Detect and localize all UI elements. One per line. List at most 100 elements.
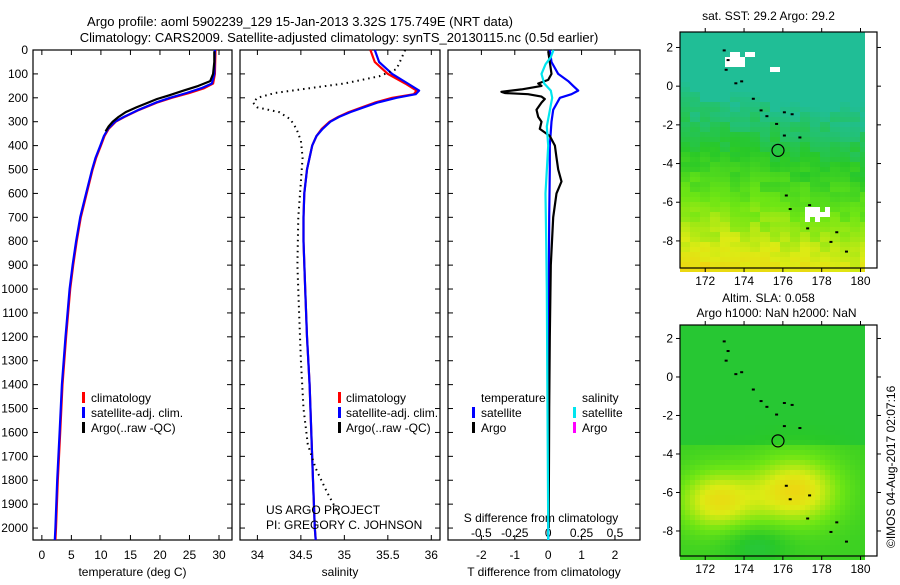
map-cell (685, 57, 690, 62)
map-cell (820, 172, 825, 177)
map-cell (735, 330, 740, 335)
map-cell (795, 137, 800, 142)
map-cell (735, 325, 740, 330)
map-cell (770, 485, 775, 490)
map-cell (765, 515, 770, 520)
map-cell (715, 122, 720, 127)
map-cell (755, 202, 760, 207)
map-cell (810, 520, 815, 525)
map-cell (710, 232, 715, 237)
map-cell (765, 500, 770, 505)
map-cell (685, 92, 690, 97)
map-cell (705, 520, 710, 525)
map-cell (860, 197, 865, 202)
map-cell (840, 360, 845, 365)
map-cell (720, 470, 725, 475)
map-cell (780, 67, 785, 72)
map-cell (830, 410, 835, 415)
map-cell (840, 262, 845, 267)
map-cell (795, 97, 800, 102)
map-cell (850, 505, 855, 510)
map-cell (820, 102, 825, 107)
map-cell (680, 515, 685, 520)
map-cell (710, 172, 715, 177)
map-cell (800, 375, 805, 380)
x2-tick-label: 0.5 (607, 526, 624, 540)
x-tick-label: 20 (153, 548, 167, 562)
map-cell (830, 425, 835, 430)
map-cell (770, 87, 775, 92)
map-cell (760, 182, 765, 187)
map-cell (830, 330, 835, 335)
map-cell (685, 72, 690, 77)
map-cell (700, 435, 705, 440)
map-cell (715, 450, 720, 455)
map-cell (705, 62, 710, 67)
map-cell (715, 47, 720, 52)
map-cell (850, 67, 855, 72)
map-cell (765, 375, 770, 380)
map-cell (820, 425, 825, 430)
map-cell (680, 380, 685, 385)
map-cell (765, 172, 770, 177)
map-cell (845, 172, 850, 177)
map-cell (720, 485, 725, 490)
map-cell (690, 515, 695, 520)
map-cell (680, 217, 685, 222)
map-cell (755, 197, 760, 202)
map-cell (795, 197, 800, 202)
map-cell (745, 77, 750, 82)
map-cell (735, 545, 740, 550)
map-cell (850, 62, 855, 67)
map-cell (735, 455, 740, 460)
map-cell (825, 390, 830, 395)
map-cell (715, 390, 720, 395)
map-cell (845, 132, 850, 137)
map-cell (790, 92, 795, 97)
map-cell (775, 390, 780, 395)
map-cell (725, 137, 730, 142)
map-cell (745, 385, 750, 390)
map-cell (785, 370, 790, 375)
map-cell (750, 425, 755, 430)
map-cell (760, 355, 765, 360)
map-cell (770, 57, 775, 62)
map-cell (720, 420, 725, 425)
map-cell (720, 400, 725, 405)
map-cell (815, 67, 820, 72)
map-cell (815, 360, 820, 365)
map-cell (845, 435, 850, 440)
map-cell (860, 107, 865, 112)
map-cell (855, 167, 860, 172)
map-cell (855, 400, 860, 405)
map-cell (775, 520, 780, 525)
map-cell (680, 425, 685, 430)
map-cell (855, 350, 860, 355)
map-cell (780, 107, 785, 112)
map-cell (710, 117, 715, 122)
map-cell (765, 555, 770, 560)
map-cell (850, 525, 855, 530)
map-cell (815, 415, 820, 420)
map-cell (745, 430, 750, 435)
map-cell (780, 82, 785, 87)
map-cell (860, 202, 865, 207)
map-cell (760, 510, 765, 515)
depth-tick-label: 1500 (1, 402, 28, 416)
map-cell (750, 207, 755, 212)
map-cell (825, 340, 830, 345)
map-cell (810, 445, 815, 450)
map-cell (840, 62, 845, 67)
map-cell (845, 550, 850, 555)
map-cell (860, 505, 865, 510)
map-cell (790, 37, 795, 42)
x-tick-label: 5 (68, 548, 75, 562)
map-cell (725, 107, 730, 112)
map-cell (830, 545, 835, 550)
map-cell (850, 440, 855, 445)
map-cell (860, 167, 865, 172)
map-cell (710, 515, 715, 520)
map-cell (735, 127, 740, 132)
map-cell (740, 455, 745, 460)
map-cell (685, 455, 690, 460)
